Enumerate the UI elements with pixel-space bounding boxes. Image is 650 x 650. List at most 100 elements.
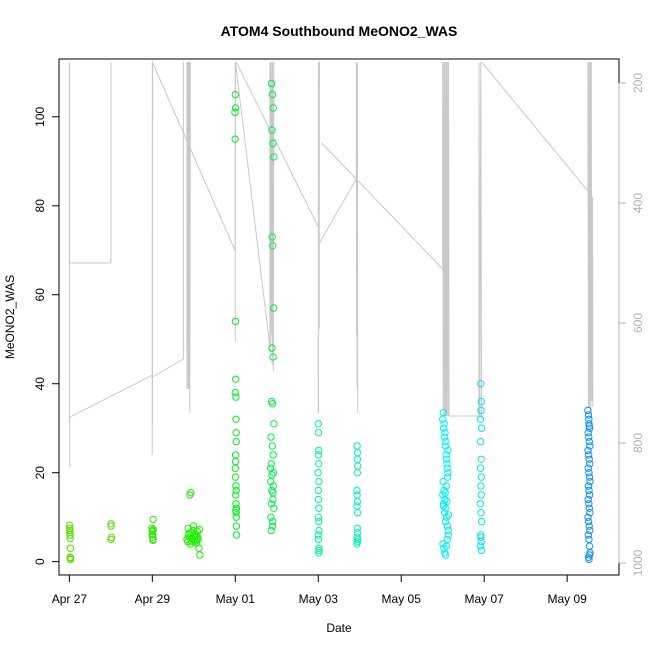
data-point-7-1 xyxy=(439,424,448,432)
data-point-4-2 xyxy=(269,104,277,112)
data-point-6-15 xyxy=(353,535,362,544)
data-point-9-0 xyxy=(584,406,592,415)
data-point-4-1 xyxy=(268,90,277,99)
data-point-9-25 xyxy=(585,522,593,530)
data-point-5-6 xyxy=(315,477,323,486)
data-point-3-4 xyxy=(231,317,240,326)
data-point-7-6 xyxy=(444,469,452,477)
data-point-4-4 xyxy=(269,139,277,148)
data-point-4-17 xyxy=(267,460,275,468)
data-point-7-19 xyxy=(443,535,451,544)
data-point-7-12 xyxy=(443,522,452,530)
data-point-2-26 xyxy=(190,532,198,540)
data-point-6-14 xyxy=(353,540,361,548)
data-point-7-17 xyxy=(441,551,450,559)
data-point-4-8 xyxy=(269,304,278,312)
data-point-7-13 xyxy=(444,531,452,539)
data-point-7-20 xyxy=(444,526,452,535)
data-point-1-9 xyxy=(148,530,156,538)
x-tick-label-3: May 03 xyxy=(299,592,339,606)
data-point-5-11 xyxy=(315,517,323,526)
data-point-4-29 xyxy=(268,471,276,479)
secondary-y-tick-label-1: 400 xyxy=(631,193,645,213)
data-point-8-10 xyxy=(477,491,485,499)
data-point-4-10 xyxy=(269,353,277,361)
y-tick-label-5: 100 xyxy=(33,106,47,126)
data-point-0-13 xyxy=(107,535,115,544)
data-point-8-3 xyxy=(476,415,485,423)
y-tick-label-2: 40 xyxy=(33,377,47,391)
data-point-5-5 xyxy=(314,469,322,477)
data-point-9-24 xyxy=(584,517,593,526)
data-point-9-26 xyxy=(586,526,594,535)
data-point-7-27 xyxy=(439,491,447,499)
data-point-3-7 xyxy=(232,415,240,423)
data-point-8-11 xyxy=(476,500,484,508)
data-point-group xyxy=(65,79,594,564)
secondary-line-group xyxy=(68,61,594,467)
secondary-line-segment-12 xyxy=(481,61,594,420)
data-point-4-7 xyxy=(269,242,277,250)
data-point-9-10 xyxy=(585,455,593,463)
data-point-5-10 xyxy=(314,513,323,521)
data-point-0-4 xyxy=(66,534,74,543)
data-point-7-23 xyxy=(441,429,449,437)
data-point-3-22 xyxy=(232,486,240,495)
x-axis-label: Date xyxy=(326,621,352,635)
secondary-y-tick-label-3: 800 xyxy=(631,433,645,453)
data-point-7-11 xyxy=(442,513,451,521)
data-point-5-7 xyxy=(314,486,322,495)
secondary-line-segment-11 xyxy=(449,61,483,420)
data-point-5-9 xyxy=(315,504,323,512)
data-point-3-13 xyxy=(232,482,240,490)
data-point-1-4 xyxy=(148,526,157,535)
data-point-2-27 xyxy=(193,536,201,544)
data-point-9-11 xyxy=(586,460,594,468)
data-point-7-24 xyxy=(442,437,450,446)
data-point-4-30 xyxy=(269,489,277,497)
data-point-1-5 xyxy=(149,531,157,539)
data-point-8-4 xyxy=(477,424,486,432)
data-point-4-22 xyxy=(270,504,278,512)
data-point-9-18 xyxy=(585,491,594,499)
data-point-5-13 xyxy=(314,531,322,539)
chart-title: ATOM4 Southbound MeONO2_WAS xyxy=(221,23,458,39)
data-point-5-12 xyxy=(315,526,323,535)
data-point-5-0 xyxy=(314,420,322,428)
data-point-4-5 xyxy=(270,153,278,161)
data-point-6-7 xyxy=(353,497,362,506)
data-point-7-35 xyxy=(441,489,449,497)
data-point-8-9 xyxy=(477,482,485,490)
data-point-4-25 xyxy=(267,526,275,535)
data-point-3-19 xyxy=(232,531,241,539)
x-tick-label-5: May 07 xyxy=(465,592,505,606)
data-point-7-33 xyxy=(444,446,452,455)
data-point-7-26 xyxy=(443,473,452,481)
data-point-4-31 xyxy=(266,464,275,472)
data-point-5-8 xyxy=(314,495,323,504)
data-point-8-8 xyxy=(477,473,486,481)
data-point-9-14 xyxy=(585,473,594,481)
data-point-8-16 xyxy=(476,542,485,550)
data-point-4-26 xyxy=(269,517,277,526)
data-point-8-15 xyxy=(477,537,485,546)
data-point-5-1 xyxy=(314,429,323,437)
data-point-3-14 xyxy=(232,491,240,499)
data-point-0-8 xyxy=(66,529,74,537)
data-point-9-12 xyxy=(584,464,592,472)
data-point-8-0 xyxy=(477,380,485,388)
data-point-7-34 xyxy=(439,502,448,510)
data-point-1-7 xyxy=(149,535,157,544)
data-point-3-12 xyxy=(231,473,240,481)
data-point-3-20 xyxy=(231,457,240,466)
data-point-9-33 xyxy=(585,551,594,559)
secondary-line-segment-9 xyxy=(317,61,359,414)
data-point-9-21 xyxy=(585,504,593,512)
data-point-3-0 xyxy=(231,108,239,117)
data-point-9-8 xyxy=(584,446,592,455)
secondary-line-segment-4 xyxy=(186,61,191,414)
secondary-line-segment-1 xyxy=(68,62,112,264)
data-point-1-6 xyxy=(149,515,157,524)
